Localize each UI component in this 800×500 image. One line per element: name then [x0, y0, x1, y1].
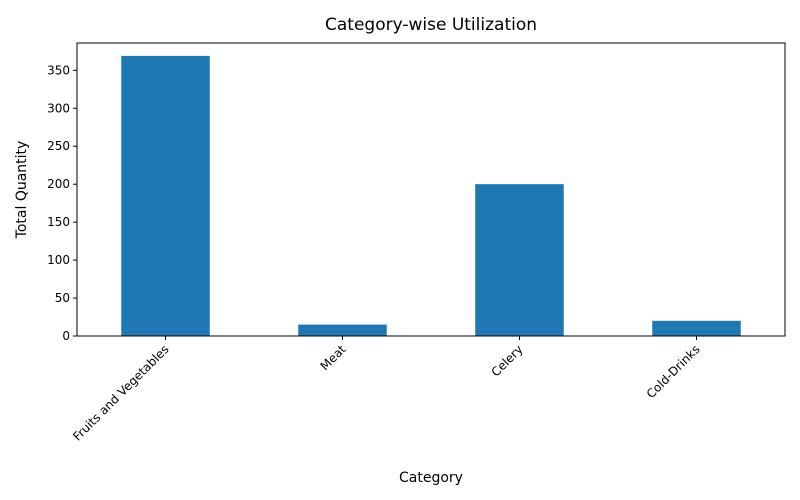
y-tick-label: 350 [47, 63, 70, 77]
y-tick-label: 0 [62, 329, 70, 343]
y-axis: 0 50 100 150 200 250 300 350 [47, 63, 77, 343]
bar-meat [298, 324, 387, 336]
x-tick-label: Cold-Drinks [644, 342, 703, 401]
y-tick-label: 200 [47, 177, 70, 191]
x-tick-label: Fruits and Vegetables [70, 342, 171, 443]
plot-frame [76, 42, 786, 337]
x-tick-label: Meat [318, 342, 349, 373]
y-tick-label: 100 [47, 253, 70, 267]
y-tick-label: 150 [47, 215, 70, 229]
x-axis-label: Category [399, 470, 463, 486]
chart-title: Category-wise Utilization [325, 15, 537, 35]
y-axis-label: Total Quantity [14, 141, 30, 240]
x-tick-label: Celery [488, 342, 525, 379]
y-tick-label: 50 [55, 291, 70, 305]
bar-cold-drinks [652, 320, 741, 336]
y-tick-label: 250 [47, 139, 70, 153]
y-tick-label: 300 [47, 101, 70, 115]
bar-fruits-and-vegetables [121, 55, 210, 336]
x-axis: Fruits and Vegetables Meat Celery Cold-Drin… [70, 336, 703, 444]
bars-group [121, 55, 741, 336]
bar-celery [475, 184, 564, 336]
